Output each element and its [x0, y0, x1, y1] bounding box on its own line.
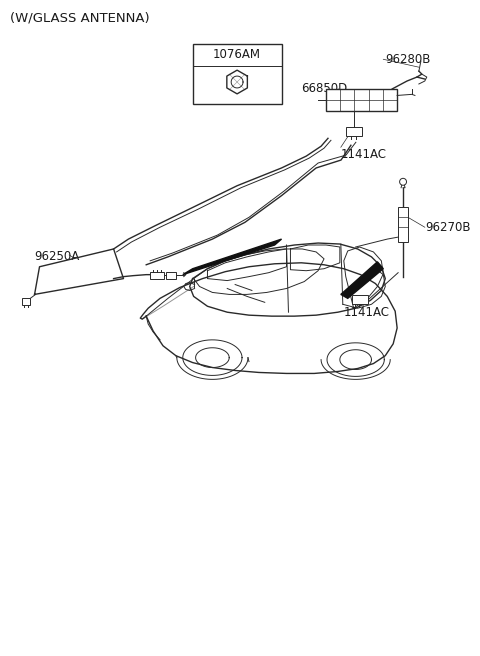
Polygon shape	[341, 262, 384, 298]
Bar	[352, 295, 368, 304]
Text: 1076AM: 1076AM	[213, 48, 261, 61]
Polygon shape	[183, 239, 282, 275]
Text: 1141AC: 1141AC	[344, 306, 390, 319]
Text: 96280B: 96280B	[385, 52, 431, 66]
Text: (W/GLASS ANTENNA): (W/GLASS ANTENNA)	[10, 12, 149, 25]
Circle shape	[400, 178, 407, 185]
Text: 96250A: 96250A	[35, 251, 80, 263]
Bar	[398, 207, 408, 242]
Bar	[326, 89, 397, 111]
Bar	[346, 127, 362, 136]
Bar	[166, 272, 176, 279]
Text: 1141AC: 1141AC	[341, 148, 387, 161]
Bar	[22, 298, 30, 305]
Text: 66850D: 66850D	[301, 83, 348, 95]
Bar	[150, 272, 164, 279]
Text: 96270B: 96270B	[425, 220, 470, 234]
Bar	[192, 45, 282, 104]
